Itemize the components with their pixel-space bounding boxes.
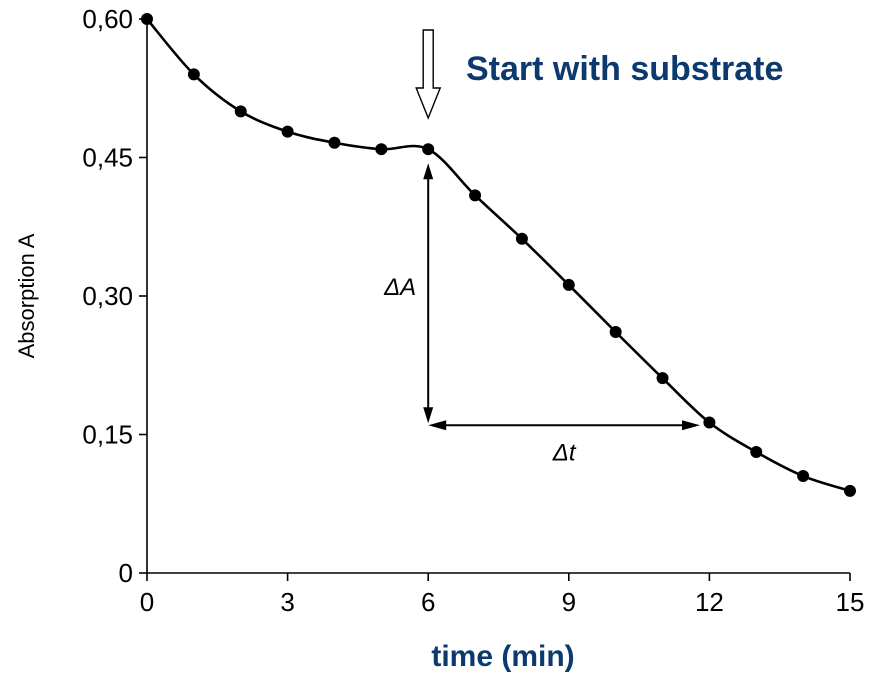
y-ticks: 0 0,15 0,30 0,45 0,60 — [82, 4, 147, 588]
y-tick-label: 0,45 — [82, 143, 133, 173]
axes — [146, 16, 850, 574]
y-tick-label: 0 — [119, 558, 133, 588]
delta-t-label: Δt — [552, 439, 577, 466]
start-with-substrate-label: Start with substrate — [466, 50, 783, 88]
y-tick-label: 0,30 — [82, 281, 133, 311]
x-axis-label: time (min) — [431, 640, 574, 673]
data-point — [469, 189, 482, 202]
x-tick-label: 9 — [562, 587, 576, 617]
data-point — [750, 446, 763, 459]
down-arrow-icon — [415, 29, 442, 120]
data-point — [141, 13, 153, 25]
data-point — [844, 484, 856, 497]
data-point — [797, 470, 810, 483]
data-point — [562, 278, 575, 291]
data-point — [234, 105, 247, 118]
data-point — [422, 143, 435, 156]
y-axis-label: Absorption A — [14, 233, 39, 358]
data-point — [703, 416, 716, 429]
x-tick-label: 12 — [695, 587, 724, 617]
data-points — [141, 13, 856, 497]
annotations: Start with substrate ΔA Δt — [383, 29, 783, 466]
y-tick-label: 0,15 — [82, 420, 133, 450]
arrowhead-down-icon — [423, 407, 434, 424]
x-tick-label: 6 — [421, 587, 435, 617]
x-ticks: 0 3 6 9 12 15 — [140, 573, 865, 617]
arrowhead-left-icon — [428, 420, 447, 431]
data-point — [656, 372, 669, 385]
data-point — [328, 136, 341, 149]
delta-a-label: ΔA — [383, 274, 416, 301]
arrowhead-right-icon — [682, 420, 701, 431]
y-tick-label: 0,60 — [82, 4, 133, 34]
x-tick-label: 15 — [836, 587, 865, 617]
x-tick-label: 0 — [140, 587, 154, 617]
data-point — [281, 125, 294, 138]
data-point — [187, 68, 200, 81]
data-point — [375, 143, 388, 156]
data-point — [609, 326, 622, 339]
series-line — [146, 18, 851, 493]
series-group — [141, 13, 856, 497]
x-tick-label: 3 — [280, 587, 294, 617]
data-point — [515, 232, 528, 245]
arrowhead-up-icon — [423, 163, 434, 180]
